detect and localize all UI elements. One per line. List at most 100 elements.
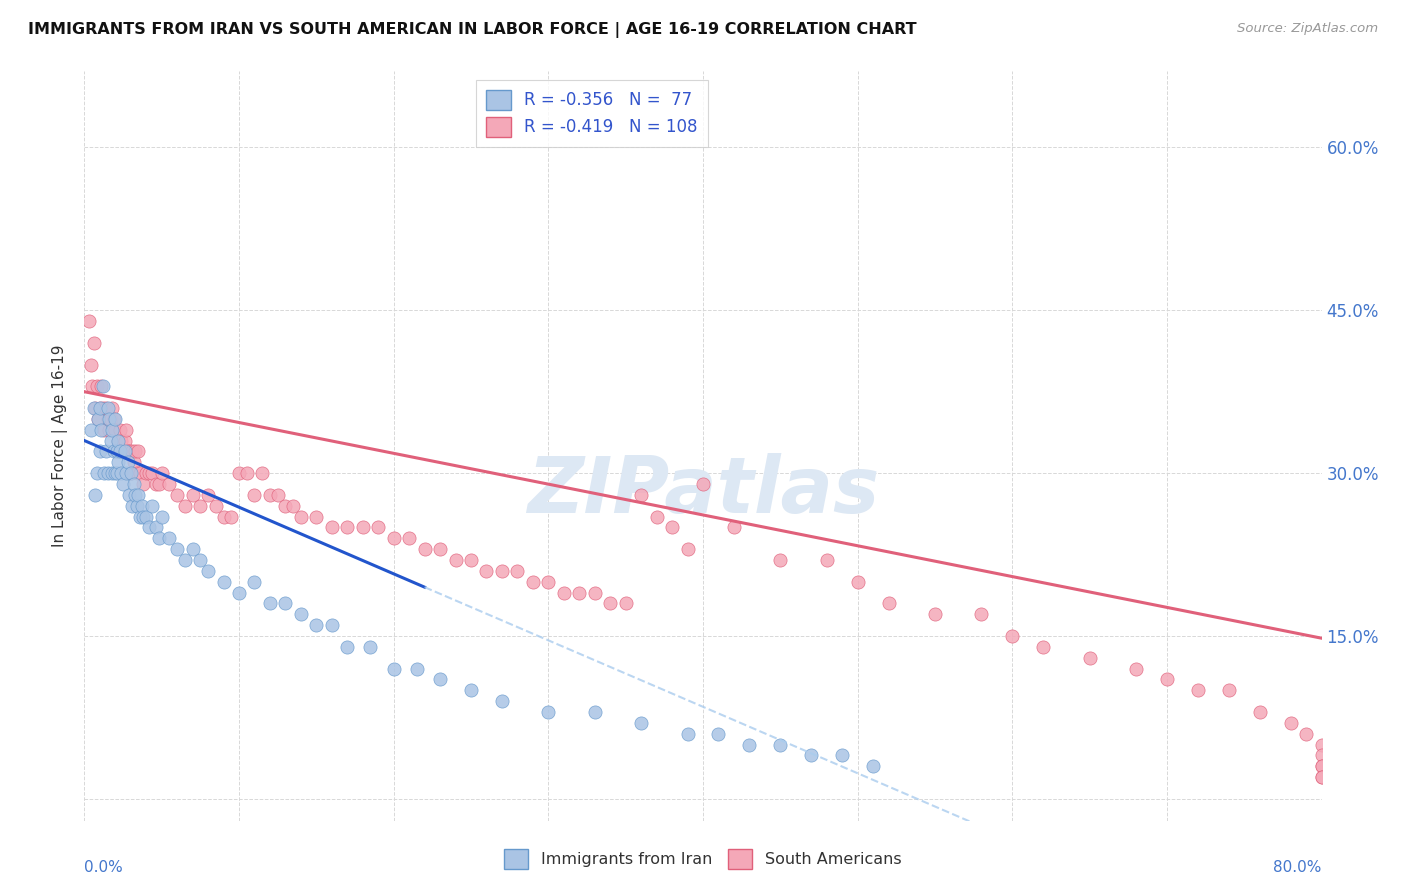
Point bbox=[429, 542, 451, 557]
Point bbox=[77, 314, 100, 328]
Point bbox=[1310, 738, 1333, 752]
Point bbox=[491, 564, 513, 578]
Point bbox=[93, 466, 115, 480]
Text: IMMIGRANTS FROM IRAN VS SOUTH AMERICAN IN LABOR FORCE | AGE 16-19 CORRELATION CH: IMMIGRANTS FROM IRAN VS SOUTH AMERICAN I… bbox=[28, 22, 917, 38]
Point bbox=[135, 466, 157, 480]
Point bbox=[121, 499, 143, 513]
Point bbox=[1310, 748, 1333, 763]
Text: 80.0%: 80.0% bbox=[1274, 860, 1322, 874]
Point bbox=[94, 401, 117, 415]
Point bbox=[141, 466, 163, 480]
Point bbox=[267, 488, 290, 502]
Point bbox=[83, 335, 105, 350]
Point bbox=[205, 499, 228, 513]
Point bbox=[101, 466, 124, 480]
Point bbox=[132, 477, 155, 491]
Point bbox=[138, 466, 160, 480]
Point bbox=[405, 662, 427, 676]
Point bbox=[150, 509, 173, 524]
Point bbox=[112, 477, 135, 491]
Point bbox=[197, 488, 219, 502]
Point bbox=[117, 444, 139, 458]
Point bbox=[1310, 770, 1333, 784]
Point bbox=[243, 488, 266, 502]
Point bbox=[723, 520, 745, 534]
Point bbox=[460, 683, 482, 698]
Point bbox=[1310, 759, 1333, 773]
Point bbox=[90, 379, 112, 393]
Point bbox=[537, 705, 560, 719]
Point bbox=[970, 607, 993, 622]
Point bbox=[815, 553, 838, 567]
Point bbox=[98, 412, 121, 426]
Point bbox=[862, 759, 884, 773]
Point bbox=[91, 401, 114, 415]
Point bbox=[537, 574, 560, 589]
Point bbox=[614, 597, 637, 611]
Point bbox=[181, 542, 204, 557]
Point bbox=[274, 499, 297, 513]
Point bbox=[583, 585, 606, 599]
Point bbox=[367, 520, 389, 534]
Point bbox=[1125, 662, 1147, 676]
Point bbox=[145, 477, 167, 491]
Point bbox=[460, 553, 482, 567]
Point bbox=[141, 499, 163, 513]
Point bbox=[877, 597, 900, 611]
Point bbox=[290, 509, 312, 524]
Point bbox=[382, 531, 405, 545]
Point bbox=[846, 574, 869, 589]
Point bbox=[599, 597, 621, 611]
Point bbox=[259, 597, 281, 611]
Point bbox=[336, 640, 359, 654]
Point bbox=[212, 574, 235, 589]
Point bbox=[352, 520, 374, 534]
Point bbox=[692, 477, 714, 491]
Point bbox=[122, 455, 145, 469]
Text: Source: ZipAtlas.com: Source: ZipAtlas.com bbox=[1237, 22, 1378, 36]
Point bbox=[100, 434, 122, 448]
Point bbox=[124, 444, 146, 458]
Point bbox=[120, 466, 142, 480]
Point bbox=[117, 455, 139, 469]
Point bbox=[107, 455, 129, 469]
Point bbox=[86, 379, 108, 393]
Point bbox=[84, 401, 107, 415]
Point bbox=[105, 466, 128, 480]
Point bbox=[96, 412, 118, 426]
Point bbox=[250, 466, 273, 480]
Point bbox=[148, 531, 170, 545]
Point bbox=[127, 488, 149, 502]
Point bbox=[1001, 629, 1024, 643]
Point bbox=[112, 444, 135, 458]
Point bbox=[127, 444, 149, 458]
Point bbox=[1156, 673, 1178, 687]
Point bbox=[553, 585, 575, 599]
Point bbox=[181, 488, 204, 502]
Point bbox=[429, 673, 451, 687]
Point bbox=[174, 553, 197, 567]
Point bbox=[115, 423, 138, 437]
Point bbox=[645, 509, 668, 524]
Point bbox=[96, 401, 118, 415]
Point bbox=[281, 499, 305, 513]
Point bbox=[125, 499, 148, 513]
Point bbox=[93, 423, 115, 437]
Point bbox=[159, 531, 180, 545]
Point bbox=[1279, 715, 1302, 730]
Point bbox=[120, 466, 142, 480]
Point bbox=[661, 520, 683, 534]
Point bbox=[290, 607, 312, 622]
Point bbox=[228, 466, 250, 480]
Point bbox=[166, 542, 188, 557]
Point bbox=[108, 423, 131, 437]
Point bbox=[630, 488, 652, 502]
Point bbox=[98, 423, 121, 437]
Point bbox=[101, 401, 124, 415]
Point bbox=[89, 401, 111, 415]
Point bbox=[87, 412, 110, 426]
Point bbox=[91, 379, 114, 393]
Point bbox=[1310, 770, 1333, 784]
Point bbox=[89, 401, 111, 415]
Point bbox=[107, 434, 129, 448]
